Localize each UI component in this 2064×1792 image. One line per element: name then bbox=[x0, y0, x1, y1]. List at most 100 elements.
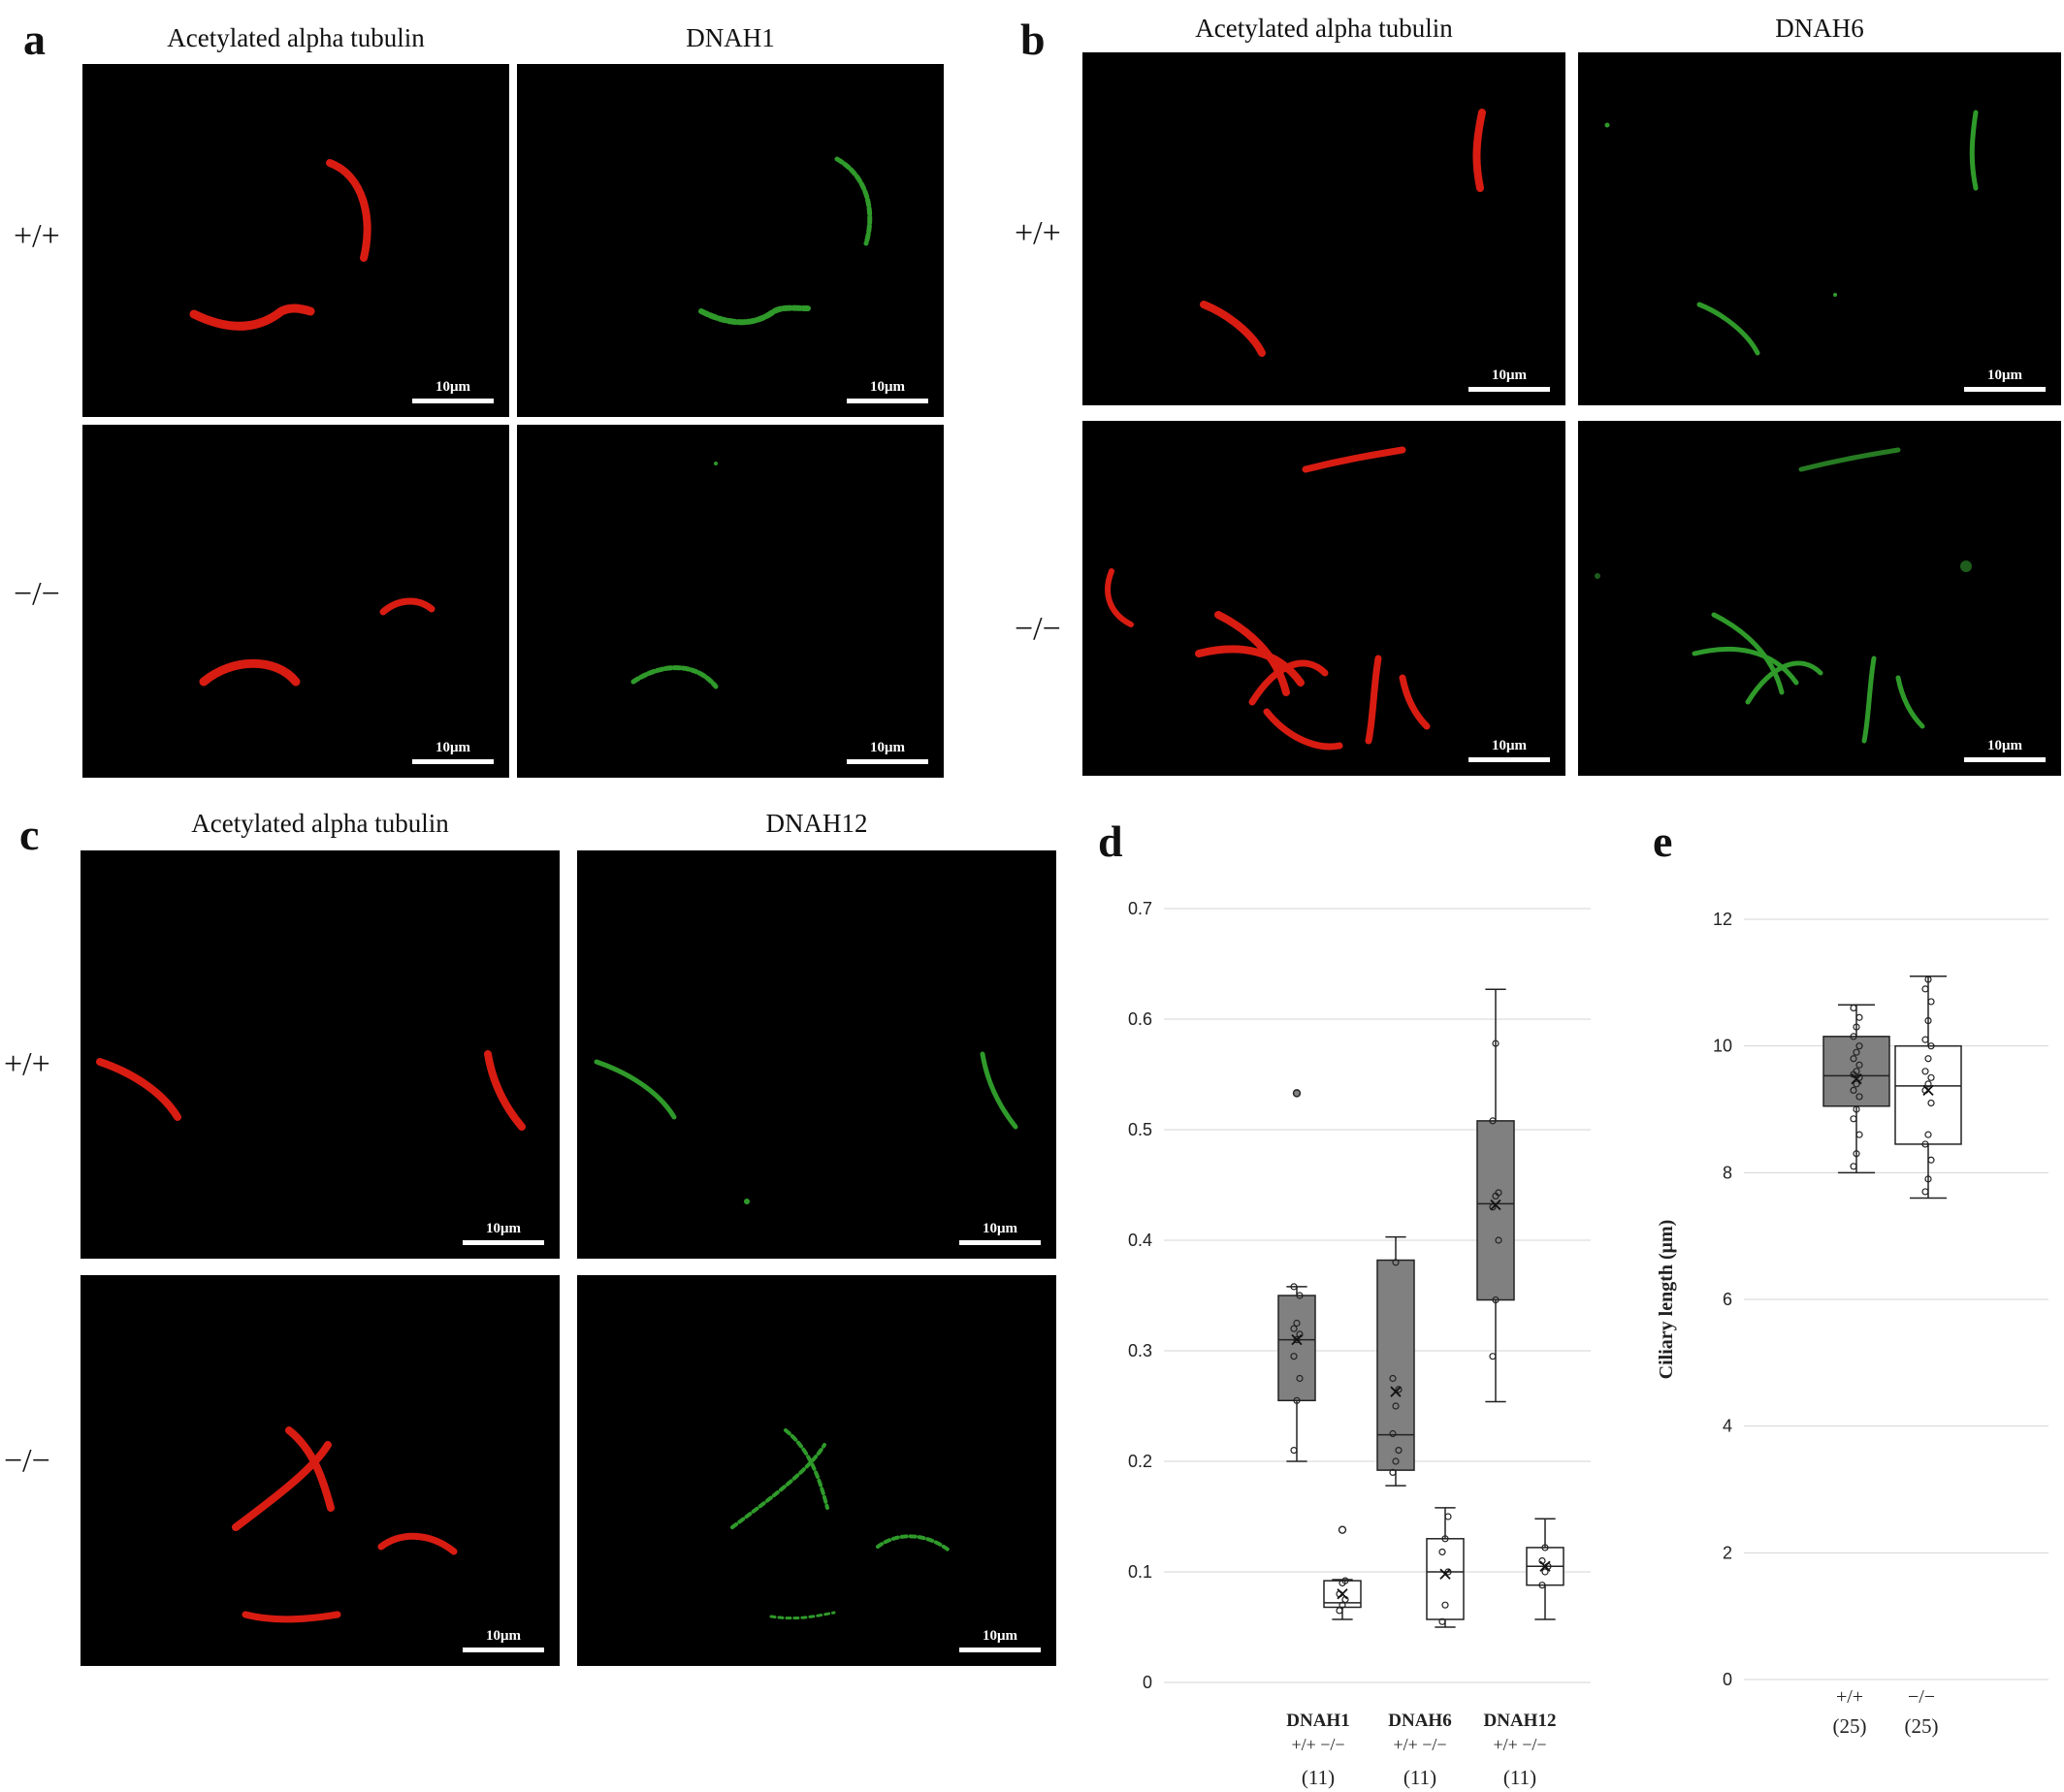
chart-d-svg: 0 0.1 0.2 0.3 0.4 0.5 0.6 0.7 DNAH1 +/+ −/− (11) DN… bbox=[1128, 899, 1591, 1789]
box-e-1-point bbox=[1924, 1080, 1932, 1088]
micrograph-b-ko-tubulin: 10μm bbox=[1082, 421, 1565, 776]
box-d-0-outlier bbox=[1292, 1089, 1302, 1098]
box-e-1-point bbox=[1924, 1131, 1932, 1138]
micrograph-a-wt-tubulin: 10μm bbox=[82, 64, 509, 417]
micrograph-a-ko-tubulin: 10μm bbox=[82, 425, 509, 778]
box-d-4-box bbox=[1476, 1120, 1515, 1301]
micrograph-a-wt-dnah1: 10μm bbox=[517, 64, 944, 417]
scale-bar: 10μm bbox=[412, 739, 494, 764]
box-e-0-point bbox=[1853, 1068, 1860, 1075]
box-d-4-point bbox=[1492, 1296, 1500, 1304]
cilia-image bbox=[1604, 110, 1979, 356]
box-d-1-point bbox=[1341, 1577, 1349, 1584]
micrograph-b-wt-tubulin: 10μm bbox=[1082, 52, 1565, 405]
box-d-1-point bbox=[1336, 1607, 1343, 1615]
chart-e: 0 2 4 6 8 10 12 +/+ (25) −/− (25) Ciliary length (μ… bbox=[1639, 873, 2056, 1792]
box-d-2-point bbox=[1395, 1446, 1403, 1455]
cilia-image bbox=[199, 597, 435, 687]
box-d-0-point bbox=[1296, 1374, 1304, 1383]
cilia-image bbox=[594, 1051, 1018, 1204]
n-label: (25) bbox=[1905, 1714, 1939, 1738]
y-tick-label: 0 bbox=[1143, 1673, 1152, 1692]
box-d-0-point bbox=[1290, 1353, 1298, 1360]
box-d-2-point bbox=[1395, 1386, 1403, 1393]
panel-label-b: b bbox=[1020, 15, 1046, 64]
box-e-0-point bbox=[1853, 1080, 1860, 1088]
box-e-0-point bbox=[1855, 1013, 1863, 1021]
box-d-0-point bbox=[1293, 1336, 1301, 1344]
y-tick-label: 6 bbox=[1723, 1290, 1732, 1309]
y-tick-label: 0.7 bbox=[1128, 899, 1152, 918]
box-e-0-point bbox=[1853, 1048, 1860, 1056]
y-tick-label: 0.2 bbox=[1128, 1452, 1152, 1471]
box-e-1-point bbox=[1924, 1055, 1932, 1063]
x-tick-label: +/+ bbox=[1836, 1686, 1863, 1708]
micrograph-c-wt-dnah12: 10μm bbox=[577, 850, 1056, 1259]
scale-bar: 10μm bbox=[847, 739, 928, 764]
n-label: (11) bbox=[1302, 1766, 1335, 1789]
box-d-3-point bbox=[1438, 1548, 1446, 1556]
panel-c-row-wt: +/+ bbox=[4, 1046, 50, 1082]
cilia-image bbox=[730, 1428, 952, 1620]
group-label: DNAH6 bbox=[1388, 1711, 1451, 1731]
box-d-3-point bbox=[1444, 1568, 1452, 1576]
panel-a-row-wt: +/+ bbox=[14, 218, 60, 254]
panel-c-title-dnah12: DNAH12 bbox=[765, 809, 868, 838]
scale-bar: 10μm bbox=[463, 1627, 544, 1652]
box-e-0-point bbox=[1853, 1023, 1860, 1031]
box-d-2-box bbox=[1376, 1259, 1415, 1471]
y-tick-label: 12 bbox=[1713, 910, 1732, 929]
box-d-0-point bbox=[1293, 1396, 1301, 1404]
box-d-3-point bbox=[1441, 1601, 1449, 1609]
panel-a-title-tubulin: Acetylated alpha tubulin bbox=[167, 23, 425, 52]
box-e-0-point bbox=[1855, 1073, 1863, 1081]
box-e-1-point bbox=[1927, 998, 1935, 1006]
box-e-0-point bbox=[1850, 1033, 1857, 1040]
y-tick-label: 0.1 bbox=[1128, 1562, 1152, 1582]
box-d-2-point bbox=[1389, 1429, 1397, 1438]
y-tick-label: 10 bbox=[1713, 1037, 1732, 1056]
micrograph-a-ko-dnah1: 10μm bbox=[517, 425, 944, 778]
box-e-1-point bbox=[1924, 1016, 1932, 1025]
scale-bar: 10μm bbox=[959, 1627, 1041, 1652]
panel-b-title-dnah6: DNAH6 bbox=[1775, 14, 1864, 43]
box-e-0-point bbox=[1850, 1086, 1857, 1094]
y-axis-label: Ciliary length (μm) bbox=[1656, 1220, 1677, 1380]
y-tick-label: 0.5 bbox=[1128, 1120, 1152, 1139]
micrograph-c-ko-dnah12: 10μm bbox=[577, 1275, 1056, 1666]
box-d-5-point bbox=[1541, 1568, 1549, 1576]
box-e-0-point bbox=[1853, 1105, 1860, 1113]
box-e-0-mean-marker bbox=[1851, 1073, 1862, 1085]
scale-bar: 10μm bbox=[412, 378, 494, 403]
box-d-0-point bbox=[1296, 1292, 1304, 1299]
micrograph-c-ko-tubulin: 10μm bbox=[81, 1275, 560, 1666]
cilia-image bbox=[189, 159, 371, 331]
scale-bar: 10μm bbox=[463, 1220, 544, 1245]
box-e-0-point bbox=[1853, 1150, 1860, 1158]
scale-bar: 10μm bbox=[1468, 737, 1550, 762]
n-label: (25) bbox=[1833, 1714, 1867, 1738]
box-d-0-point bbox=[1290, 1446, 1298, 1455]
box-d-4-point bbox=[1492, 1040, 1500, 1047]
box-d-2-point bbox=[1389, 1374, 1397, 1383]
box-e-0-point bbox=[1855, 1131, 1863, 1138]
panel-c-row-ko: −/− bbox=[4, 1443, 50, 1479]
box-d-2-point bbox=[1392, 1402, 1400, 1410]
panel-c-title-tubulin: Acetylated alpha tubulin bbox=[191, 809, 449, 838]
box-e-1-point bbox=[1927, 1042, 1935, 1050]
box-d-3-mean-marker bbox=[1439, 1568, 1451, 1580]
scale-bar: 10μm bbox=[959, 1220, 1041, 1245]
y-tick-label: 8 bbox=[1723, 1163, 1732, 1182]
box-e-0-point bbox=[1850, 1055, 1857, 1063]
box-d-0-point bbox=[1290, 1283, 1298, 1291]
box-d-1-mean-marker bbox=[1337, 1588, 1348, 1600]
panel-b-title-tubulin: Acetylated alpha tubulin bbox=[1195, 14, 1453, 43]
box-e-1-point bbox=[1924, 1175, 1932, 1183]
y-tick-label: 0.6 bbox=[1128, 1009, 1152, 1029]
scale-bar: 10μm bbox=[1964, 737, 2046, 762]
cilia-image bbox=[630, 462, 719, 689]
panel-b-row-wt: +/+ bbox=[1015, 215, 1061, 251]
box-d-2-point bbox=[1389, 1468, 1397, 1477]
box-e-1-point bbox=[1927, 1099, 1935, 1107]
x-tick-label: −/− bbox=[1908, 1686, 1935, 1708]
